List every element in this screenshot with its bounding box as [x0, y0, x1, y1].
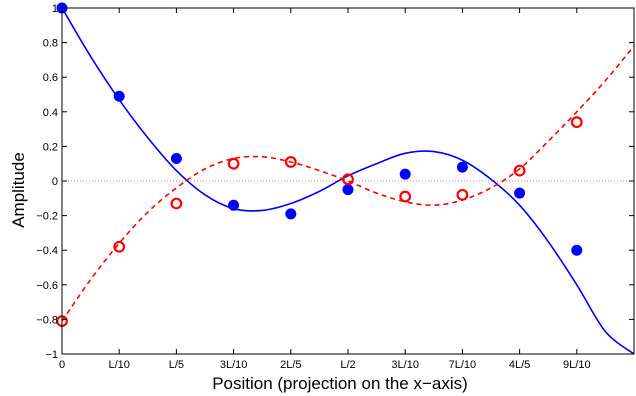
y-tick-label: 0.6: [43, 72, 58, 84]
y-tick-label: 0.4: [43, 107, 58, 119]
open-point: [570, 116, 583, 129]
y-tick-label: 0: [52, 176, 58, 188]
filled-point: [113, 90, 125, 102]
open-point: [284, 156, 297, 168]
open-point: [342, 173, 354, 186]
y-tick-label: −0.8: [36, 314, 58, 326]
y-tick-label: −0.4: [36, 245, 58, 257]
x-tick-label: 9L/10: [563, 359, 591, 371]
filled-point: [170, 153, 182, 165]
filled-point: [571, 244, 583, 256]
x-tick-label: 4L/5: [509, 359, 530, 371]
x-tick-label: 3L/10: [220, 359, 248, 371]
open-point: [456, 188, 469, 201]
x-tick-label: 0: [59, 359, 65, 371]
y-tick-label: 1: [52, 3, 58, 15]
x-tick-label: 3L/10: [391, 359, 419, 371]
open-point: [170, 197, 183, 210]
filled-point: [285, 208, 297, 220]
filled-point: [342, 184, 354, 196]
data-points: [56, 2, 583, 328]
dashed-curve: [61, 45, 635, 322]
open-point: [513, 164, 526, 177]
y-tick-label: −0.6: [36, 280, 58, 292]
y-axis-ticks: −1 −0.8 −0.6 −0.4 −0.2 0 0.2 0.4 0.6 0.8 1: [36, 3, 634, 361]
open-point: [227, 157, 240, 170]
y-axis-title: Amplitude: [9, 152, 28, 228]
filled-point: [228, 199, 240, 211]
solid-curve: [61, 7, 635, 355]
x-axis-ticks: 0 L/10 L/5 3L/10 2L/5 L/2 3L/10 7L/10 4L/5 9L/10: [59, 8, 591, 371]
filled-point: [399, 168, 411, 180]
y-tick-label: 0.2: [43, 141, 58, 153]
x-tick-label: L/10: [108, 359, 129, 371]
open-point: [113, 240, 126, 253]
open-point: [399, 190, 412, 203]
x-axis-title: Position (projection on the x−axis): [212, 374, 468, 393]
fit-curves: [61, 7, 635, 355]
x-tick-label: L/5: [169, 359, 184, 371]
y-tick-label: −1: [45, 349, 58, 361]
y-tick-label: −0.2: [36, 211, 58, 223]
x-tick-label: 2L/5: [280, 359, 301, 371]
filled-point: [456, 161, 468, 173]
filled-point: [514, 187, 526, 199]
x-tick-label: L/2: [340, 359, 355, 371]
x-tick-label: 7L/10: [449, 359, 477, 371]
y-tick-label: 0.8: [43, 38, 58, 50]
